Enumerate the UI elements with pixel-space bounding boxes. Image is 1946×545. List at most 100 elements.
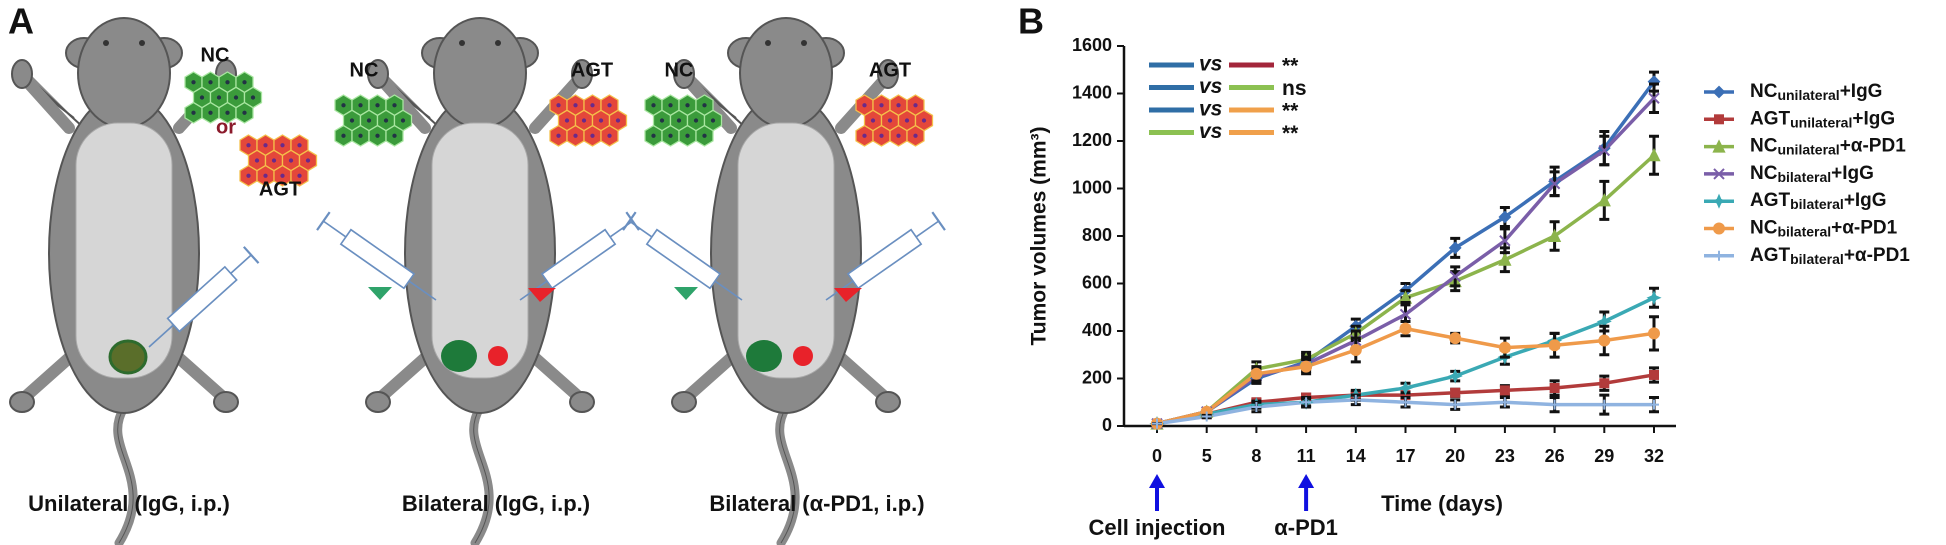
- marker: [1599, 399, 1610, 410]
- marker: [1548, 178, 1561, 190]
- legend-label-part: +IgG: [1852, 108, 1895, 129]
- y-tick-label: 800: [1082, 225, 1112, 245]
- legend-label-part: +α-PD1: [1831, 218, 1897, 239]
- legend-label-part: NC: [1750, 136, 1778, 157]
- marker: [1447, 368, 1463, 384]
- annotation-arrowhead: [1298, 474, 1315, 488]
- comparison-vs: vs: [1199, 53, 1222, 76]
- or-label: or: [216, 116, 236, 138]
- syringe-tip: [368, 287, 392, 300]
- marker: [1449, 332, 1462, 345]
- marker: [1301, 397, 1312, 408]
- marker: [1349, 344, 1362, 356]
- marker: [1499, 397, 1510, 408]
- cell-cluster: [549, 94, 628, 147]
- marker: [1498, 252, 1512, 266]
- legend-label-part: +α-PD1: [1840, 136, 1906, 157]
- marker: [1300, 360, 1313, 373]
- legend-label-part: bilateral: [1790, 196, 1844, 212]
- marker: [1250, 367, 1263, 380]
- y-tick-label: 1200: [1072, 130, 1112, 150]
- x-tick-label: 17: [1395, 446, 1415, 466]
- x-axis-title: Time (days): [1381, 491, 1503, 516]
- caption: Bilateral (α-PD1, i.p.): [709, 491, 924, 516]
- legend-label-part: unilateral: [1790, 114, 1852, 130]
- marker: [1648, 92, 1660, 104]
- comparison-vs: vs: [1199, 75, 1222, 98]
- legend-label-part: AGT: [1750, 190, 1791, 211]
- x-tick-label: 29: [1594, 446, 1614, 466]
- y-axis-title: Tumor volumes (mm³): [1028, 127, 1051, 346]
- marker: [1448, 241, 1462, 255]
- marker: [1647, 148, 1661, 162]
- cell-cluster: [644, 94, 723, 147]
- x-tick-label: 14: [1346, 446, 1366, 466]
- legend-label-part: NC: [1750, 218, 1778, 239]
- y-tick-label: 400: [1082, 320, 1112, 340]
- x-tick-label: 11: [1297, 446, 1316, 466]
- marker: [1450, 387, 1461, 398]
- marker: [1397, 380, 1414, 396]
- legend-label-part: bilateral: [1777, 223, 1831, 239]
- marker: [1649, 399, 1659, 410]
- y-tick-label: 200: [1082, 367, 1112, 387]
- y-tick-label: 1400: [1072, 82, 1112, 102]
- marker: [1449, 270, 1461, 283]
- marker: [1498, 210, 1512, 224]
- legend-label: NCbilateral+IgG: [1750, 163, 1874, 185]
- marker: [1399, 308, 1412, 321]
- cell-label: AGT: [571, 59, 613, 81]
- comparison-label: **: [1282, 122, 1299, 145]
- x-tick-label: 5: [1202, 446, 1212, 466]
- marker: [1598, 144, 1611, 157]
- legend-label-part: NC: [1750, 163, 1778, 184]
- y-tick-label: 0: [1102, 415, 1112, 435]
- marker: [1152, 418, 1162, 429]
- marker: [1499, 385, 1510, 396]
- marker: [1713, 168, 1725, 180]
- caption: Unilateral (IgG, i.p.): [28, 491, 230, 516]
- marker: [1547, 228, 1562, 242]
- cell-label: AGT: [869, 59, 911, 81]
- legend-label-part: AGT: [1750, 108, 1791, 129]
- cell-cluster: [334, 94, 413, 147]
- marker: [1646, 290, 1662, 306]
- series-line: [1156, 97, 1656, 426]
- x-tick-label: 8: [1251, 446, 1261, 466]
- annotation-arrowhead: [1149, 474, 1165, 488]
- comparison-label: **: [1282, 100, 1299, 123]
- annotation-label: Cell injection: [1089, 515, 1226, 540]
- tumor: [108, 339, 148, 375]
- marker: [1201, 411, 1212, 422]
- comparison-vs: vs: [1199, 98, 1222, 121]
- annotation-label: α-PD1: [1274, 515, 1338, 540]
- x-tick-label: 23: [1495, 446, 1515, 466]
- marker: [1499, 235, 1511, 247]
- legend-label: AGTbilateral+α-PD1: [1750, 245, 1910, 267]
- comparison-vs: vs: [1199, 120, 1222, 143]
- syringe-tip: [674, 287, 698, 300]
- syringe-tip: [834, 288, 862, 302]
- cell-label: NC: [201, 44, 230, 66]
- legend-label: AGTbilateral+IgG: [1750, 190, 1887, 212]
- x-tick-label: 32: [1644, 446, 1664, 466]
- legend-label-part: bilateral: [1777, 169, 1831, 185]
- marker: [1400, 397, 1411, 408]
- tumor: [746, 340, 782, 372]
- marker: [1599, 378, 1610, 389]
- marker: [1597, 193, 1611, 207]
- panel-label: A: [8, 1, 34, 42]
- legend-label-part: +IgG: [1844, 190, 1887, 211]
- marker: [1549, 383, 1560, 393]
- marker: [1450, 399, 1461, 410]
- marker: [1712, 139, 1726, 153]
- tumor: [793, 346, 813, 366]
- legend-label: NCunilateral+α-PD1: [1750, 136, 1906, 158]
- marker: [1498, 341, 1511, 354]
- marker: [1350, 394, 1361, 405]
- marker: [1548, 339, 1561, 352]
- comparison-label: ns: [1282, 77, 1307, 100]
- marker: [1714, 114, 1724, 125]
- y-tick-label: 1600: [1072, 35, 1112, 55]
